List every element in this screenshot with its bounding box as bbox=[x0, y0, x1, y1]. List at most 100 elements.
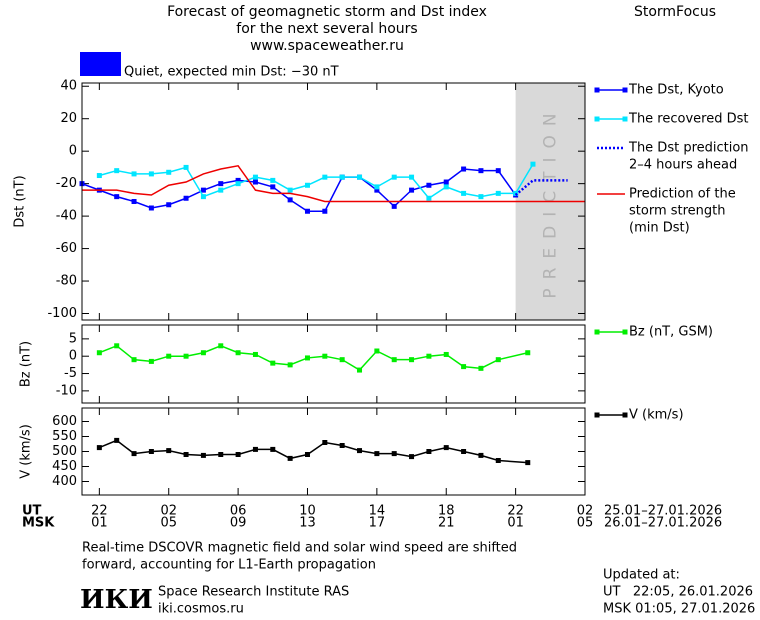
plot-frame bbox=[81, 324, 586, 404]
ut-range: 25.01–27.01.2026 bbox=[604, 504, 722, 519]
marker bbox=[287, 187, 293, 193]
marker bbox=[96, 350, 102, 356]
legend-marker bbox=[622, 412, 628, 418]
marker bbox=[148, 171, 154, 177]
legend-label: 2–4 hours ahead bbox=[629, 158, 737, 173]
marker bbox=[166, 353, 172, 359]
y-tick-label: 20 bbox=[60, 111, 77, 126]
legend-label: The Dst, Kyoto bbox=[628, 83, 724, 98]
marker bbox=[252, 174, 258, 180]
updated-msk: MSK 01:05, 27.01.2026 bbox=[603, 602, 755, 617]
marker bbox=[391, 203, 397, 209]
marker bbox=[443, 179, 449, 185]
marker bbox=[391, 451, 397, 457]
legend-marker bbox=[622, 329, 628, 335]
y-tick-label: -100 bbox=[47, 306, 77, 321]
marker bbox=[374, 187, 380, 193]
marker bbox=[218, 187, 224, 193]
marker bbox=[530, 161, 536, 167]
marker bbox=[391, 357, 397, 363]
marker bbox=[357, 448, 363, 454]
marker bbox=[339, 174, 345, 180]
y-axis-title: Dst (nT) bbox=[13, 175, 28, 227]
legend-label: Prediction of the bbox=[629, 187, 736, 202]
x-tick-label-msk: 09 bbox=[230, 516, 247, 531]
marker bbox=[166, 169, 172, 175]
marker bbox=[218, 343, 224, 349]
marker bbox=[495, 458, 501, 463]
plot-frame bbox=[81, 407, 586, 496]
marker bbox=[409, 174, 415, 180]
marker bbox=[357, 367, 363, 373]
marker bbox=[525, 350, 531, 356]
legend-label: V (km/s) bbox=[629, 408, 684, 423]
title-line: for the next several hours bbox=[236, 21, 417, 37]
y-tick-label: 0 bbox=[69, 144, 77, 159]
marker bbox=[218, 181, 224, 187]
marker bbox=[426, 195, 432, 201]
y-tick-label: -40 bbox=[56, 209, 77, 224]
series-line bbox=[514, 179, 568, 196]
x-tick-label-msk: 17 bbox=[369, 516, 386, 531]
plot-frame bbox=[81, 82, 586, 321]
legend-label: Bz (nT, GSM) bbox=[629, 325, 713, 340]
x-tick-label-msk: 05 bbox=[577, 516, 594, 531]
marker bbox=[235, 452, 241, 457]
x-tick-label: 06 bbox=[230, 504, 247, 519]
marker bbox=[443, 445, 449, 451]
y-axis-title: V (km/s) bbox=[19, 424, 34, 479]
x-tick-label-msk: 21 bbox=[438, 516, 455, 531]
marker bbox=[218, 452, 224, 457]
legend-marker bbox=[594, 329, 600, 335]
marker bbox=[478, 365, 484, 371]
marker bbox=[478, 452, 484, 458]
logo: ИКИ bbox=[80, 585, 153, 615]
series-line bbox=[99, 163, 534, 200]
marker bbox=[339, 443, 345, 448]
y-tick-label: -10 bbox=[56, 383, 77, 398]
marker bbox=[114, 168, 120, 174]
marker bbox=[252, 446, 258, 452]
marker bbox=[148, 205, 154, 211]
marker bbox=[148, 358, 154, 364]
x-tick-label: 18 bbox=[438, 504, 455, 519]
legend-marker bbox=[622, 116, 628, 122]
marker bbox=[304, 208, 310, 214]
x-tick-label-msk: 01 bbox=[507, 516, 524, 531]
legend-label: The Dst prediction bbox=[628, 141, 749, 156]
legend-label: (min Dst) bbox=[629, 221, 690, 236]
marker bbox=[461, 166, 467, 172]
marker bbox=[409, 454, 415, 460]
marker bbox=[131, 199, 137, 204]
marker bbox=[461, 449, 467, 454]
marker bbox=[235, 350, 241, 356]
y-tick-label: 600 bbox=[52, 414, 77, 429]
institute-url: iki.cosmos.ru bbox=[158, 602, 244, 617]
msk-label: MSK bbox=[22, 516, 55, 531]
marker bbox=[183, 452, 189, 457]
y-tick-label: -80 bbox=[56, 274, 77, 289]
marker bbox=[270, 360, 276, 366]
title-line: www.spaceweather.ru bbox=[250, 38, 404, 54]
status-swatch bbox=[80, 52, 121, 76]
series-line bbox=[82, 164, 585, 203]
y-tick-label: 400 bbox=[52, 474, 77, 489]
legend-label: The recovered Dst bbox=[628, 112, 748, 127]
marker bbox=[525, 460, 531, 466]
x-tick-label: 02 bbox=[160, 504, 177, 519]
y-tick-label: 550 bbox=[52, 429, 77, 444]
marker bbox=[166, 202, 172, 208]
marker bbox=[409, 357, 415, 363]
marker bbox=[374, 451, 380, 457]
marker bbox=[304, 182, 310, 188]
marker bbox=[409, 187, 415, 193]
institute-name: Space Research Institute RAS bbox=[158, 585, 349, 600]
marker bbox=[270, 446, 276, 452]
marker bbox=[443, 184, 449, 190]
marker bbox=[287, 197, 293, 203]
brand: StormFocus bbox=[634, 4, 716, 20]
legend-marker bbox=[594, 87, 600, 93]
x-tick-label: 22 bbox=[91, 504, 108, 519]
marker bbox=[200, 187, 206, 193]
marker bbox=[166, 448, 172, 454]
